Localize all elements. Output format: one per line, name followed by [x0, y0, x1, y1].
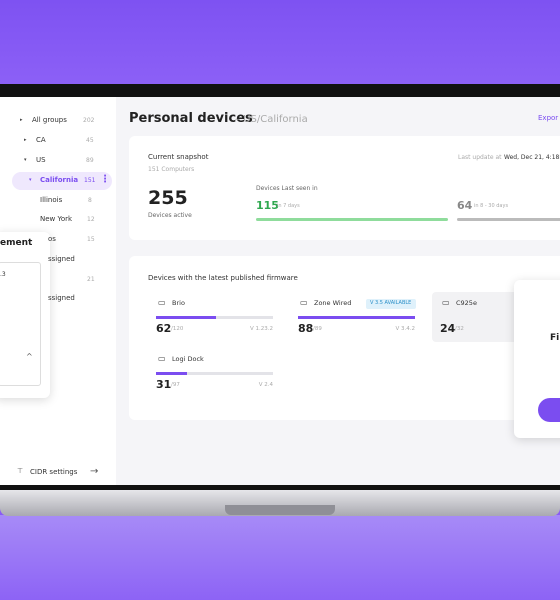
update-time: Wed, Dec 21, 4:18P: [504, 154, 560, 161]
bg-bottom: [0, 515, 560, 600]
recent-label: in 7 days: [277, 203, 300, 209]
group-count: 45: [86, 137, 94, 144]
left-popup-box: [0, 262, 41, 386]
snapshot-computers: 151 Computers: [148, 166, 195, 173]
recent-value: 115: [256, 199, 279, 212]
device-total: /97: [171, 382, 180, 388]
active-label: Devices active: [148, 212, 192, 219]
device-name: Brio: [172, 299, 185, 307]
right-popup-title: Fir: [550, 333, 560, 343]
page-title: Personal devices: [129, 111, 253, 126]
device-icon: ▭: [158, 354, 166, 363]
device-value: 62: [156, 322, 172, 335]
page-subtitle: – US/California: [235, 114, 308, 125]
base-notch: [225, 505, 335, 515]
group-count: 202: [83, 117, 95, 124]
device-name: Logi Dock: [172, 355, 204, 363]
last-seen-title: Devices Last seen in: [256, 185, 318, 192]
update-label: Last update at: [458, 154, 502, 161]
dock-track: [156, 372, 273, 375]
group-label: All groups: [32, 116, 67, 124]
export-link: Expor: [538, 114, 559, 122]
c925e-tile: [432, 292, 522, 342]
group-label: Illinois: [40, 196, 63, 204]
firmware-title: Devices with the latest published firmwa…: [148, 274, 298, 282]
device-icon: ▭: [300, 298, 308, 307]
device-icon: ▭: [442, 298, 450, 307]
tree-arrow[interactable]: ▾: [29, 177, 32, 183]
device-value: 31: [156, 378, 172, 391]
zone-badge: [366, 299, 416, 309]
popup-title: ement: [0, 238, 33, 248]
group-label: California: [40, 176, 79, 184]
group-label: os: [48, 235, 56, 243]
group-label: US: [36, 156, 46, 164]
device-total: /89: [313, 326, 322, 332]
group-count: 12: [87, 216, 95, 223]
cidr-settings: CIDR settings: [30, 468, 78, 476]
cidr-arrow[interactable]: →: [90, 466, 99, 477]
group-label: CA: [36, 136, 46, 144]
popup-item: .3: [0, 271, 6, 278]
firmware-badge: V 3.5 AVAILABLE: [370, 300, 412, 306]
dock-bar: [156, 372, 187, 375]
brio-bar: [156, 316, 216, 319]
device-value: 88: [298, 322, 314, 335]
device-version: V 1.23.2: [249, 326, 273, 332]
snapshot-title: Current snapshot: [148, 153, 209, 161]
bg-top: [0, 0, 560, 84]
tree-arrow[interactable]: ▾: [24, 157, 27, 163]
recent-bar: [256, 218, 448, 221]
active-value: 255: [148, 187, 188, 209]
older-value: 64: [457, 199, 473, 212]
device-version: V 2.4: [258, 382, 273, 388]
older-bar: [457, 218, 560, 221]
group-count: 8: [88, 197, 92, 204]
group-label: ssigned: [48, 294, 75, 302]
group-count: 21: [87, 276, 95, 283]
device-name: Zone Wired: [314, 299, 352, 307]
tree-arrow[interactable]: ▸: [20, 117, 23, 123]
cidr-icon: ⊤: [17, 467, 24, 475]
california-pill[interactable]: [12, 172, 112, 190]
chevron[interactable]: ^: [26, 352, 33, 361]
snapshot-card: [129, 136, 560, 240]
device-name: C925e: [456, 299, 477, 307]
group-label: New York: [40, 215, 73, 223]
tree-arrow[interactable]: ▸: [24, 137, 27, 143]
left-popup: [0, 232, 50, 398]
more-icon[interactable]: ⋮: [100, 174, 110, 185]
group-label: ssigned: [48, 255, 75, 263]
group-count: 15: [87, 236, 95, 243]
device-value: 24: [440, 322, 456, 335]
group-count: 89: [86, 157, 94, 164]
group-count: 151: [84, 177, 96, 184]
older-label: in 8 - 30 days: [474, 203, 509, 209]
device-total: /32: [455, 326, 464, 332]
zone-bar: [298, 316, 415, 319]
device-version: V 3.4.2: [395, 326, 415, 332]
device-total: /120: [171, 326, 184, 332]
right-popup-button[interactable]: [538, 398, 560, 422]
device-icon: ▭: [158, 298, 166, 307]
